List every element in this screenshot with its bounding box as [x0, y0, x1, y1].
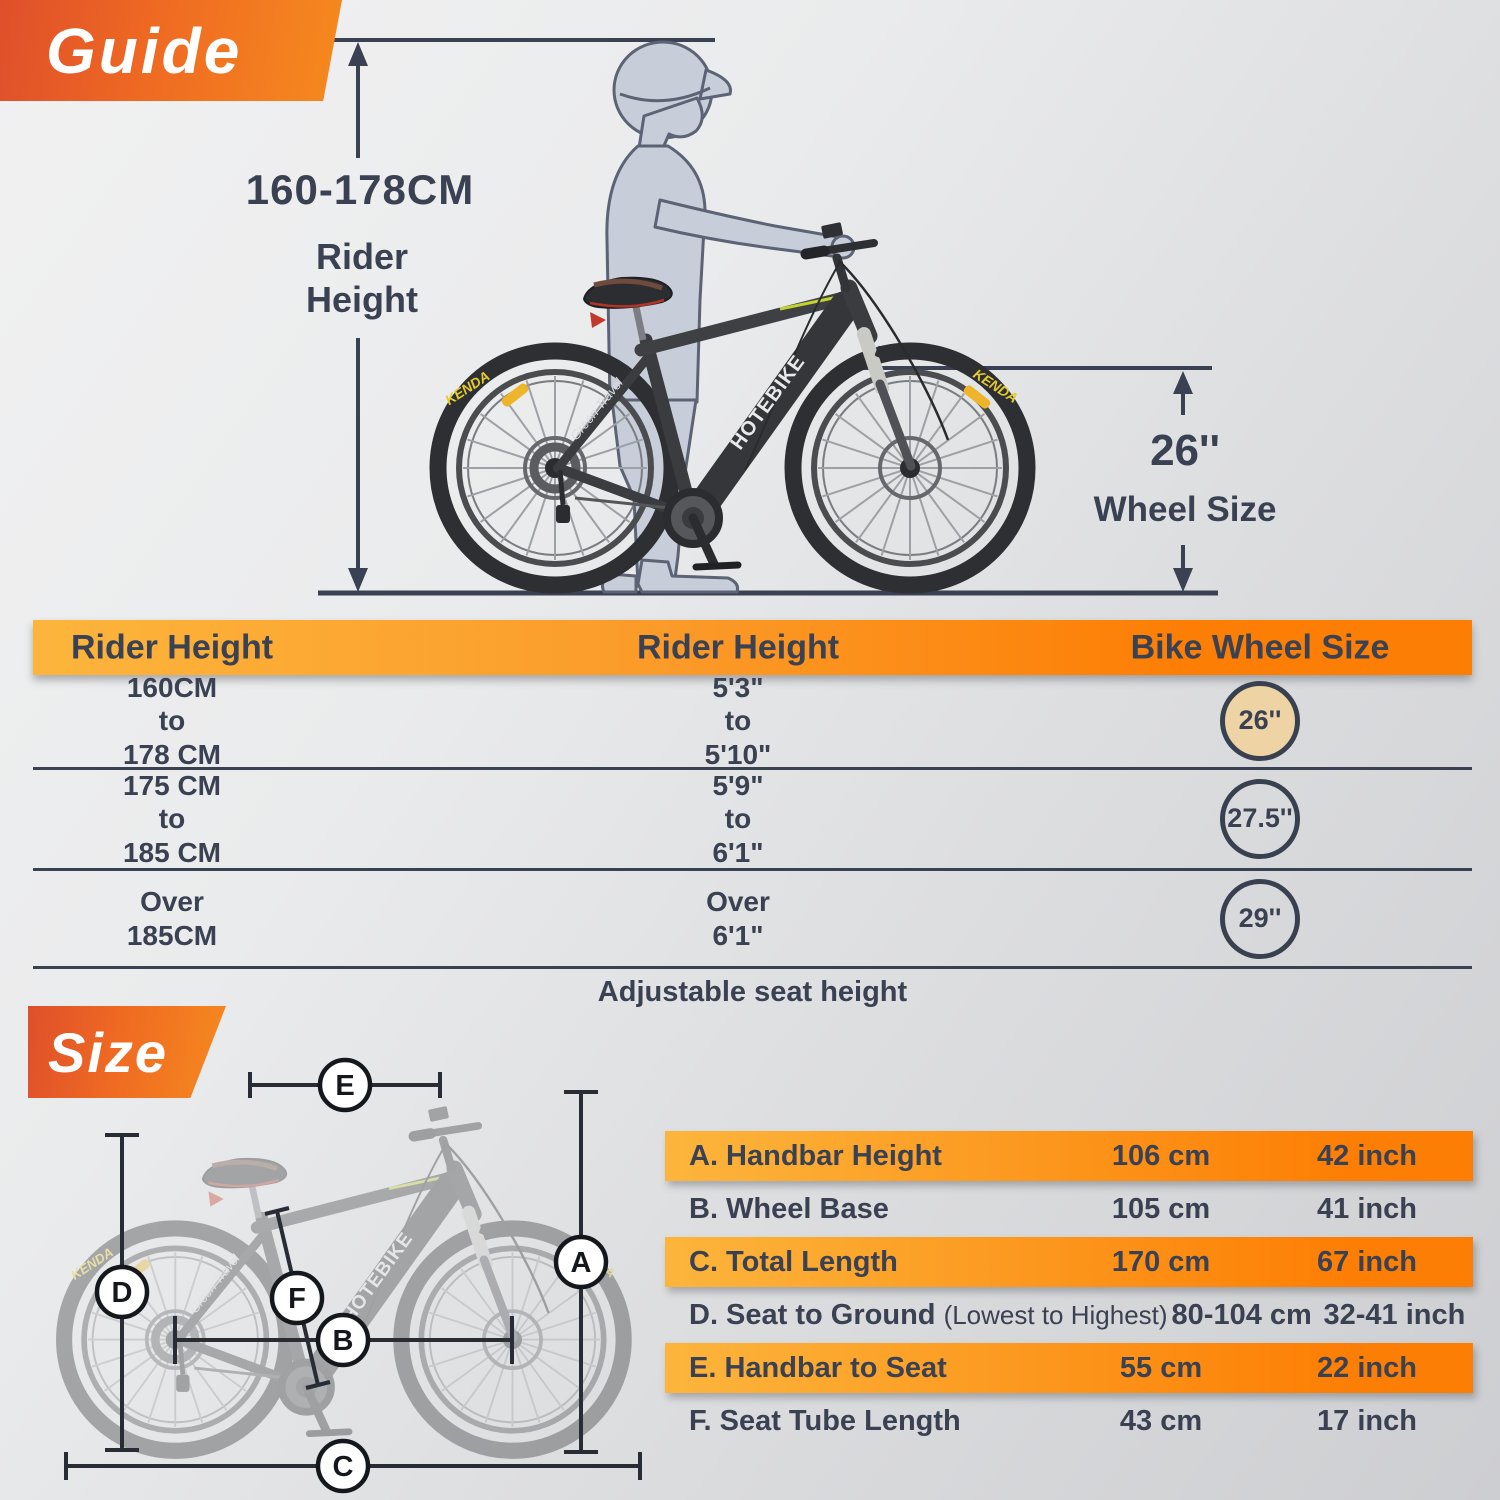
dimension-label: F. Seat Tube Length [689, 1404, 961, 1437]
cell-line: to [724, 803, 752, 835]
rider-height-label-line1: Rider [315, 236, 409, 277]
guide-logo-text: Guide [46, 14, 243, 87]
wheel-size-text: 26'' [1238, 705, 1282, 736]
dim-label-a: A [571, 1247, 592, 1279]
cell-line: 5'3" [712, 672, 764, 704]
dimension-label: E. Handbar to Seat [689, 1351, 947, 1384]
front-shoe [636, 558, 740, 594]
cell-line: 6'1" [712, 919, 764, 951]
up-arrow-icon [1173, 371, 1193, 394]
rider-height-ft-cell: Over 6'1" [488, 871, 988, 966]
rider-height-cm-cell: 160CM to 178 CM [33, 672, 311, 769]
cell-line: to [158, 803, 186, 835]
header-rider-height-ft: Rider Height [636, 628, 840, 666]
dimension-inch: 41 inch [1317, 1192, 1417, 1225]
cell-line: to [158, 705, 186, 737]
wheel-size-cell: 29'' [1060, 871, 1460, 966]
dimension-inch: 42 inch [1317, 1139, 1417, 1172]
dim-label-d: D [112, 1277, 133, 1309]
cell-line: 6'1" [712, 836, 764, 868]
rider-height-label-line2: Height [306, 279, 418, 321]
dimension-inch: 67 inch [1317, 1245, 1417, 1278]
wheel-size-text: 27.5'' [1227, 803, 1293, 834]
table-row: B. Wheel Base 105 cm 41 inch [665, 1184, 1473, 1234]
dimension-label: C. Total Length [689, 1245, 898, 1278]
table-row: E. Handbar to Seat 55 cm 22 inch [665, 1343, 1473, 1393]
down-arrow-icon [348, 568, 368, 592]
dimension-inch: 17 inch [1317, 1404, 1417, 1437]
cell-line: 178 CM [122, 738, 222, 770]
bike-dimension-table: A. Handbar Height 106 cm 42 inch B. Whee… [665, 1131, 1473, 1449]
up-arrow-icon [348, 42, 368, 66]
dimension-cm: 80-104 cm [1171, 1298, 1312, 1331]
wheel-size-cell: 26'' [1060, 675, 1460, 767]
header-bike-wheel-size: Bike Wheel Size [1130, 628, 1390, 666]
rider-height-ft-cell: 5'9" to 6'1" [488, 770, 988, 868]
dimension-cm: 170 cm [1111, 1245, 1211, 1278]
cell-line: 185CM [126, 919, 218, 951]
guide-logo: Guide [0, 0, 342, 101]
rider-height-dimension [325, 38, 715, 592]
face [637, 96, 704, 150]
dimension-cm: 55 cm [1119, 1351, 1203, 1384]
size-logo-text: Size [48, 1020, 169, 1084]
table-row: Over 185CM Over 6'1" 29'' [33, 871, 1472, 969]
dim-label-f: F [288, 1283, 306, 1315]
helmet-brim [698, 68, 732, 101]
table-row: 160CM to 178 CM 5'3" to 5'10" 26'' [33, 672, 1472, 770]
rider-height-value: 160-178CM [245, 166, 475, 213]
dimension-cm: 43 cm [1119, 1404, 1203, 1437]
wheel-size-badge: 27.5'' [1220, 779, 1300, 859]
header-rider-height-cm: Rider Height [70, 628, 274, 666]
cell-line: Over [706, 886, 770, 918]
dim-label-b: B [333, 1325, 354, 1357]
wheel-size-dimension [863, 366, 1212, 592]
cell-line: 5'9" [712, 770, 764, 802]
cell-line: 160CM [126, 672, 218, 704]
table-row: C. Total Length 170 cm 67 inch [665, 1237, 1473, 1287]
dimension-cm: 106 cm [1111, 1139, 1211, 1172]
table-row: A. Handbar Height 106 cm 42 inch [665, 1131, 1473, 1181]
dim-label-c: C [333, 1451, 354, 1483]
rider-height-cm-cell: 175 CM to 185 CM [33, 770, 311, 868]
rider-height-label: Rider Height [212, 235, 512, 321]
dimension-label: D. Seat to Ground (Lowest to Highest) [689, 1298, 1168, 1331]
table-row: D. Seat to Ground (Lowest to Highest) 80… [665, 1290, 1473, 1340]
table-row: F. Seat Tube Length 43 cm 17 inch [665, 1396, 1473, 1446]
rider-height-table-header: Rider Height Rider Height Bike Wheel Siz… [33, 620, 1472, 675]
rider-height-table: Rider Height Rider Height Bike Wheel Siz… [33, 620, 1472, 969]
dimension-inch: 32-41 inch [1323, 1298, 1466, 1331]
cell-line: 185 CM [122, 836, 222, 868]
wheel-size-label: Wheel Size [1093, 490, 1277, 529]
dimension-cm: 105 cm [1111, 1192, 1211, 1225]
dimension-label: A. Handbar Height [689, 1139, 942, 1172]
adjustable-seat-note: Adjustable seat height [597, 976, 908, 1008]
size-dimension-labels: E A D F B C [94, 1057, 609, 1494]
wheel-size-text: 29'' [1238, 902, 1282, 933]
table-row: 175 CM to 185 CM 5'9" to 6'1" 27.5'' [33, 770, 1472, 871]
cell-line: 5'10" [704, 738, 772, 770]
dimension-inch: 22 inch [1317, 1351, 1417, 1384]
cell-line: Over [140, 886, 204, 918]
wheel-size-badge: 29'' [1220, 878, 1300, 959]
dim-label-e: E [335, 1070, 354, 1102]
dimension-label: B. Wheel Base [689, 1192, 889, 1225]
cell-line: 175 CM [122, 770, 222, 802]
cell-line: to [724, 705, 752, 737]
rider-height-ft-cell: 5'3" to 5'10" [488, 672, 988, 769]
down-arrow-icon [1173, 568, 1193, 592]
wheel-size-value: 26'' [1150, 426, 1220, 475]
rider-height-cm-cell: Over 185CM [33, 871, 311, 966]
wheel-size-cell: 27.5'' [1060, 770, 1460, 868]
size-logo: Size [28, 1006, 226, 1098]
wheel-size-badge: 26'' [1220, 681, 1300, 761]
